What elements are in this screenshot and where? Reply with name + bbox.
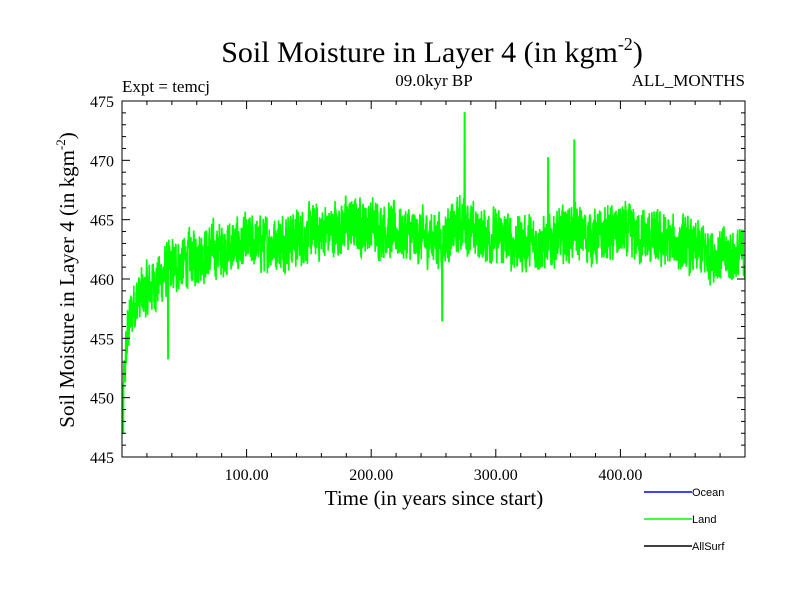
x-tick-label: 200.00 xyxy=(349,467,393,484)
y-tick-label: 450 xyxy=(90,391,114,408)
chart-title: Soil Moisture in Layer 4 (in kgm-2) xyxy=(221,34,643,69)
y-tick-label: 475 xyxy=(90,94,114,111)
subtitle-right: ALL_MONTHS xyxy=(632,71,745,90)
subtitle-center: 09.0kyr BP xyxy=(395,71,472,90)
series-line-land xyxy=(122,112,745,435)
y-tick-label: 445 xyxy=(90,450,114,467)
y-axis-label-close: ) xyxy=(55,132,79,139)
legend-label-allsurf: AllSurf xyxy=(692,541,725,553)
chart-title-main: Soil Moisture in Layer 4 (in kgm xyxy=(221,36,618,69)
legend: Ocean Land AllSurf xyxy=(644,487,725,553)
legend-label-land: Land xyxy=(692,514,716,526)
chart-title-close: ) xyxy=(633,36,643,69)
ticks-layer: 445 450 455 460 465 470 475 100.00 200.00 300.00 4… xyxy=(90,94,745,484)
y-axis-label: Soil Moisture in Layer 4 (in kgm-2) xyxy=(53,132,79,427)
subtitle-left: Expt = temcj xyxy=(122,77,210,96)
y-tick-label: 470 xyxy=(90,153,114,170)
y-tick-label: 455 xyxy=(90,331,114,348)
x-tick-label: 400.00 xyxy=(598,467,642,484)
series-layer xyxy=(122,112,745,435)
y-tick-label: 465 xyxy=(90,213,114,230)
legend-label-ocean: Ocean xyxy=(692,487,724,499)
y-axis-label-main: Soil Moisture in Layer 4 (in kgm xyxy=(55,150,79,428)
x-axis-label: Time (in years since start) xyxy=(325,486,544,510)
chart-title-sup: -2 xyxy=(618,34,633,54)
x-tick-label: 300.00 xyxy=(474,467,518,484)
x-tick-label: 100.00 xyxy=(225,467,269,484)
y-axis-label-sup: -2 xyxy=(53,139,68,150)
y-tick-label: 460 xyxy=(90,272,114,289)
